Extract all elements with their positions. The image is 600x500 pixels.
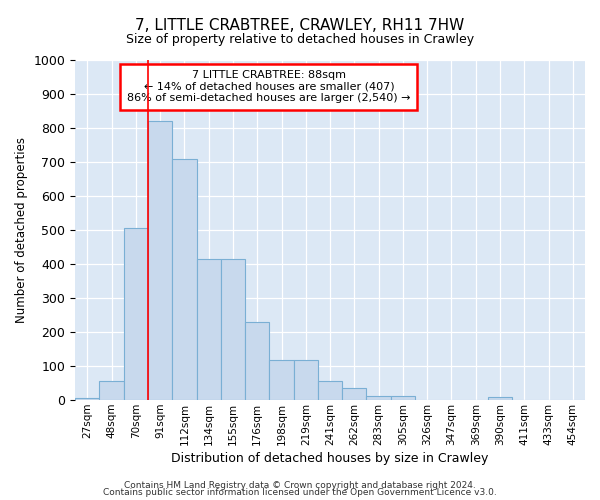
Bar [124, 228, 148, 400]
Bar [318, 381, 342, 400]
Bar [172, 158, 197, 400]
Bar [269, 360, 293, 400]
Bar [245, 322, 269, 400]
Bar [391, 396, 415, 400]
Text: Size of property relative to detached houses in Crawley: Size of property relative to detached ho… [126, 32, 474, 46]
Bar [367, 396, 391, 400]
Bar [488, 398, 512, 400]
Bar [293, 360, 318, 400]
Bar [197, 259, 221, 400]
Text: 7, LITTLE CRABTREE, CRAWLEY, RH11 7HW: 7, LITTLE CRABTREE, CRAWLEY, RH11 7HW [136, 18, 464, 32]
Bar [100, 381, 124, 400]
Text: 7 LITTLE CRABTREE: 88sqm
← 14% of detached houses are smaller (407)
86% of semi-: 7 LITTLE CRABTREE: 88sqm ← 14% of detach… [127, 70, 410, 103]
Y-axis label: Number of detached properties: Number of detached properties [15, 137, 28, 323]
Bar [221, 259, 245, 400]
X-axis label: Distribution of detached houses by size in Crawley: Distribution of detached houses by size … [172, 452, 489, 465]
Text: Contains HM Land Registry data © Crown copyright and database right 2024.: Contains HM Land Registry data © Crown c… [124, 480, 476, 490]
Bar [342, 388, 367, 400]
Bar [75, 398, 100, 400]
Bar [148, 121, 172, 400]
Text: Contains public sector information licensed under the Open Government Licence v3: Contains public sector information licen… [103, 488, 497, 497]
